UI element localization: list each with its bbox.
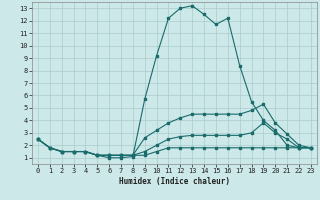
X-axis label: Humidex (Indice chaleur): Humidex (Indice chaleur) [119, 177, 230, 186]
